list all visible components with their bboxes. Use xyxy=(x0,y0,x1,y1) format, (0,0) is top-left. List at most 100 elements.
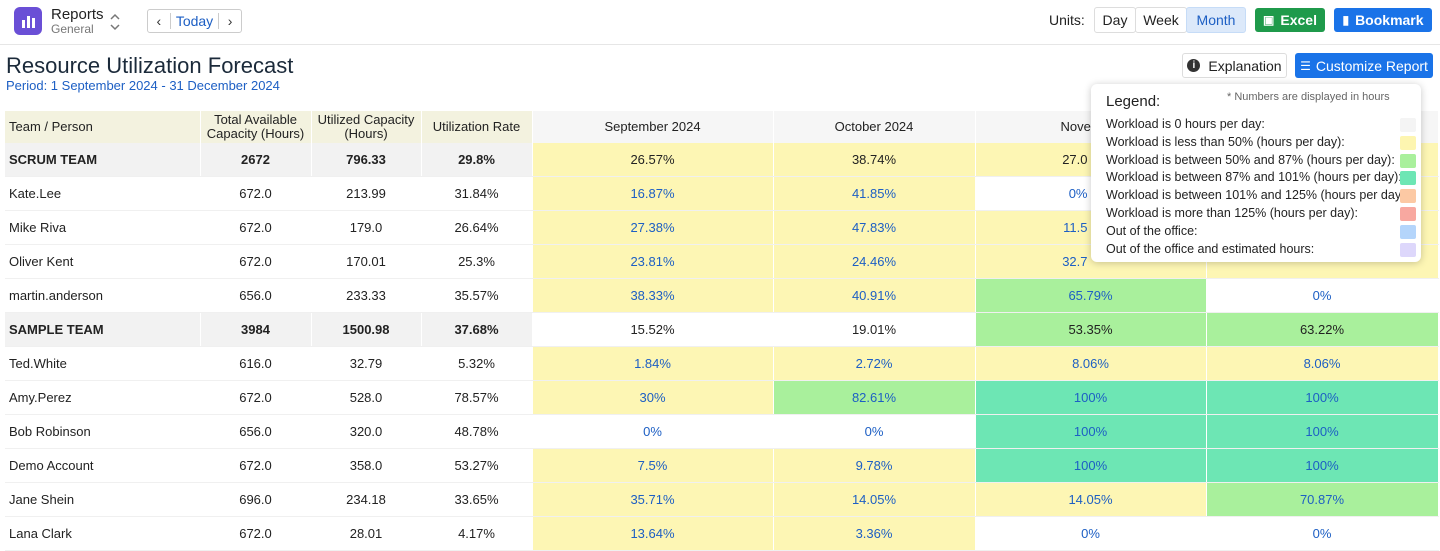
bookmark-button[interactable]: ▮ Bookmark xyxy=(1334,8,1432,32)
table-cell: Mike Riva xyxy=(5,210,201,245)
table-cell: 672.0 xyxy=(200,176,312,211)
legend-swatch xyxy=(1400,153,1416,168)
column-header: September 2024 xyxy=(532,111,774,143)
person-row: Lana Clark 672.0 28.01 4.17% 13.64% 3.36% 0% 0% xyxy=(5,516,1439,551)
table-cell: 7.5% xyxy=(532,448,774,483)
table-cell: 170.01 xyxy=(311,244,422,279)
person-row: Bob Robinson 656.0 320.0 48.78% 0% 0% 100% 100% xyxy=(5,414,1439,449)
person-row: Amy.Perez 672.0 528.0 78.57% 30% 82.61% 100% 10… xyxy=(5,380,1439,415)
table-cell: 13.64% xyxy=(532,516,774,551)
table-cell: 796.33 xyxy=(311,143,422,177)
table-cell: 100% xyxy=(1206,414,1439,449)
table-cell: 15.52% xyxy=(532,312,774,347)
table-cell: 0% xyxy=(1206,278,1439,313)
table-cell: 1.84% xyxy=(532,346,774,381)
table-cell: 30% xyxy=(532,380,774,415)
legend-item: Workload is between 87% and 101% (hours … xyxy=(1106,170,1402,185)
legend-item: Workload is less than 50% (hours per day… xyxy=(1106,134,1345,149)
switch-icon[interactable] xyxy=(108,12,122,32)
table-cell: 0% xyxy=(975,516,1207,551)
table-cell: martin.anderson xyxy=(5,278,201,313)
table-cell: 672.0 xyxy=(200,210,312,245)
legend-item: Workload is between 101% and 125% (hours… xyxy=(1106,188,1409,203)
legend-item: Workload is 0 hours per day: xyxy=(1106,117,1265,131)
today-button[interactable]: Today xyxy=(175,13,214,29)
team-row: SAMPLE TEAM 3984 1500.98 37.68% 15.52% 19.01%… xyxy=(5,312,1439,347)
table-cell: 8.06% xyxy=(975,346,1207,381)
unit-day[interactable]: Day xyxy=(1094,7,1136,33)
table-cell: 0% xyxy=(1206,516,1439,551)
legend-swatch xyxy=(1400,224,1416,239)
table-cell: 38.33% xyxy=(532,278,774,313)
legend-item: Out of the office: xyxy=(1106,223,1198,238)
table-cell: 656.0 xyxy=(200,414,312,449)
table-cell: 672.0 xyxy=(200,244,312,279)
table-cell: 65.79% xyxy=(975,278,1207,313)
table-cell: 28.01 xyxy=(311,516,422,551)
table-cell: 24.46% xyxy=(773,244,976,279)
table-cell: 320.0 xyxy=(311,414,422,449)
date-nav: ‹ Today › xyxy=(147,9,242,33)
table-cell: 47.83% xyxy=(773,210,976,245)
report-title: Resource Utilization Forecast xyxy=(6,53,294,78)
table-cell: 25.3% xyxy=(421,244,533,279)
info-icon: i xyxy=(1187,59,1201,72)
legend-swatch xyxy=(1400,118,1416,132)
table-cell: 100% xyxy=(975,380,1207,415)
table-cell: 9.78% xyxy=(773,448,976,483)
column-header: October 2024 xyxy=(773,111,976,143)
table-cell: 179.0 xyxy=(311,210,422,245)
table-cell: 234.18 xyxy=(311,482,422,517)
table-cell: 23.81% xyxy=(532,244,774,279)
prev-button[interactable]: ‹ xyxy=(148,13,171,29)
bookmark-icon: ▮ xyxy=(1342,13,1350,27)
legend-swatch xyxy=(1400,171,1416,186)
table-cell: 26.57% xyxy=(532,143,774,177)
table-cell: 41.85% xyxy=(773,176,976,211)
table-cell: 4.17% xyxy=(421,516,533,551)
legend-item: Out of the office and estimated hours: xyxy=(1106,241,1315,256)
table-cell: Ted.White xyxy=(5,346,201,381)
table-cell: 19.01% xyxy=(773,312,976,347)
table-cell: Kate.Lee xyxy=(5,176,201,211)
table-cell: 100% xyxy=(975,448,1207,483)
table-cell: 78.57% xyxy=(421,380,533,415)
unit-month[interactable]: Month xyxy=(1186,7,1246,33)
table-cell: 616.0 xyxy=(200,346,312,381)
table-cell: 672.0 xyxy=(200,380,312,415)
app-logo[interactable] xyxy=(14,7,42,35)
table-cell: 27.38% xyxy=(532,210,774,245)
unit-week[interactable]: Week xyxy=(1135,7,1187,33)
legend-title: Legend: xyxy=(1106,93,1161,110)
table-cell: SCRUM TEAM xyxy=(5,143,201,177)
report-period: Period: 1 September 2024 - 31 December 2… xyxy=(6,78,280,93)
table-cell: 31.84% xyxy=(421,176,533,211)
person-row: Jane Shein 696.0 234.18 33.65% 35.71% 14.05% 1… xyxy=(5,482,1439,517)
logo-icon xyxy=(22,16,35,28)
table-cell: 3984 xyxy=(200,312,312,347)
table-cell: 0% xyxy=(773,414,976,449)
legend-swatch xyxy=(1400,207,1416,221)
table-cell: 70.87% xyxy=(1206,482,1439,517)
explanation-button[interactable]: i Explanation xyxy=(1182,53,1287,78)
table-cell: 5.32% xyxy=(421,346,533,381)
top-bar-border xyxy=(0,44,1440,45)
legend-swatch xyxy=(1400,189,1416,204)
next-button[interactable]: › xyxy=(218,13,241,29)
table-cell: 63.22% xyxy=(1206,312,1439,347)
excel-button[interactable]: ▣ Excel xyxy=(1255,8,1325,32)
table-cell: 37.68% xyxy=(421,312,533,347)
table-cell: 528.0 xyxy=(311,380,422,415)
person-row: Demo Account 672.0 358.0 53.27% 7.5% 9.78% 100… xyxy=(5,448,1439,483)
table-cell: Oliver Kent xyxy=(5,244,201,279)
excel-icon: ▣ xyxy=(1263,13,1275,27)
table-cell: 40.91% xyxy=(773,278,976,313)
customize-icon: ☰ xyxy=(1300,58,1311,73)
table-cell: 48.78% xyxy=(421,414,533,449)
customize-button[interactable]: ☰ Customize Report xyxy=(1295,53,1433,78)
table-cell: 233.33 xyxy=(311,278,422,313)
legend-note: * Numbers are displayed in hours xyxy=(1227,91,1390,103)
table-cell: 26.64% xyxy=(421,210,533,245)
legend-swatch xyxy=(1400,242,1416,257)
table-cell: Lana Clark xyxy=(5,516,201,551)
